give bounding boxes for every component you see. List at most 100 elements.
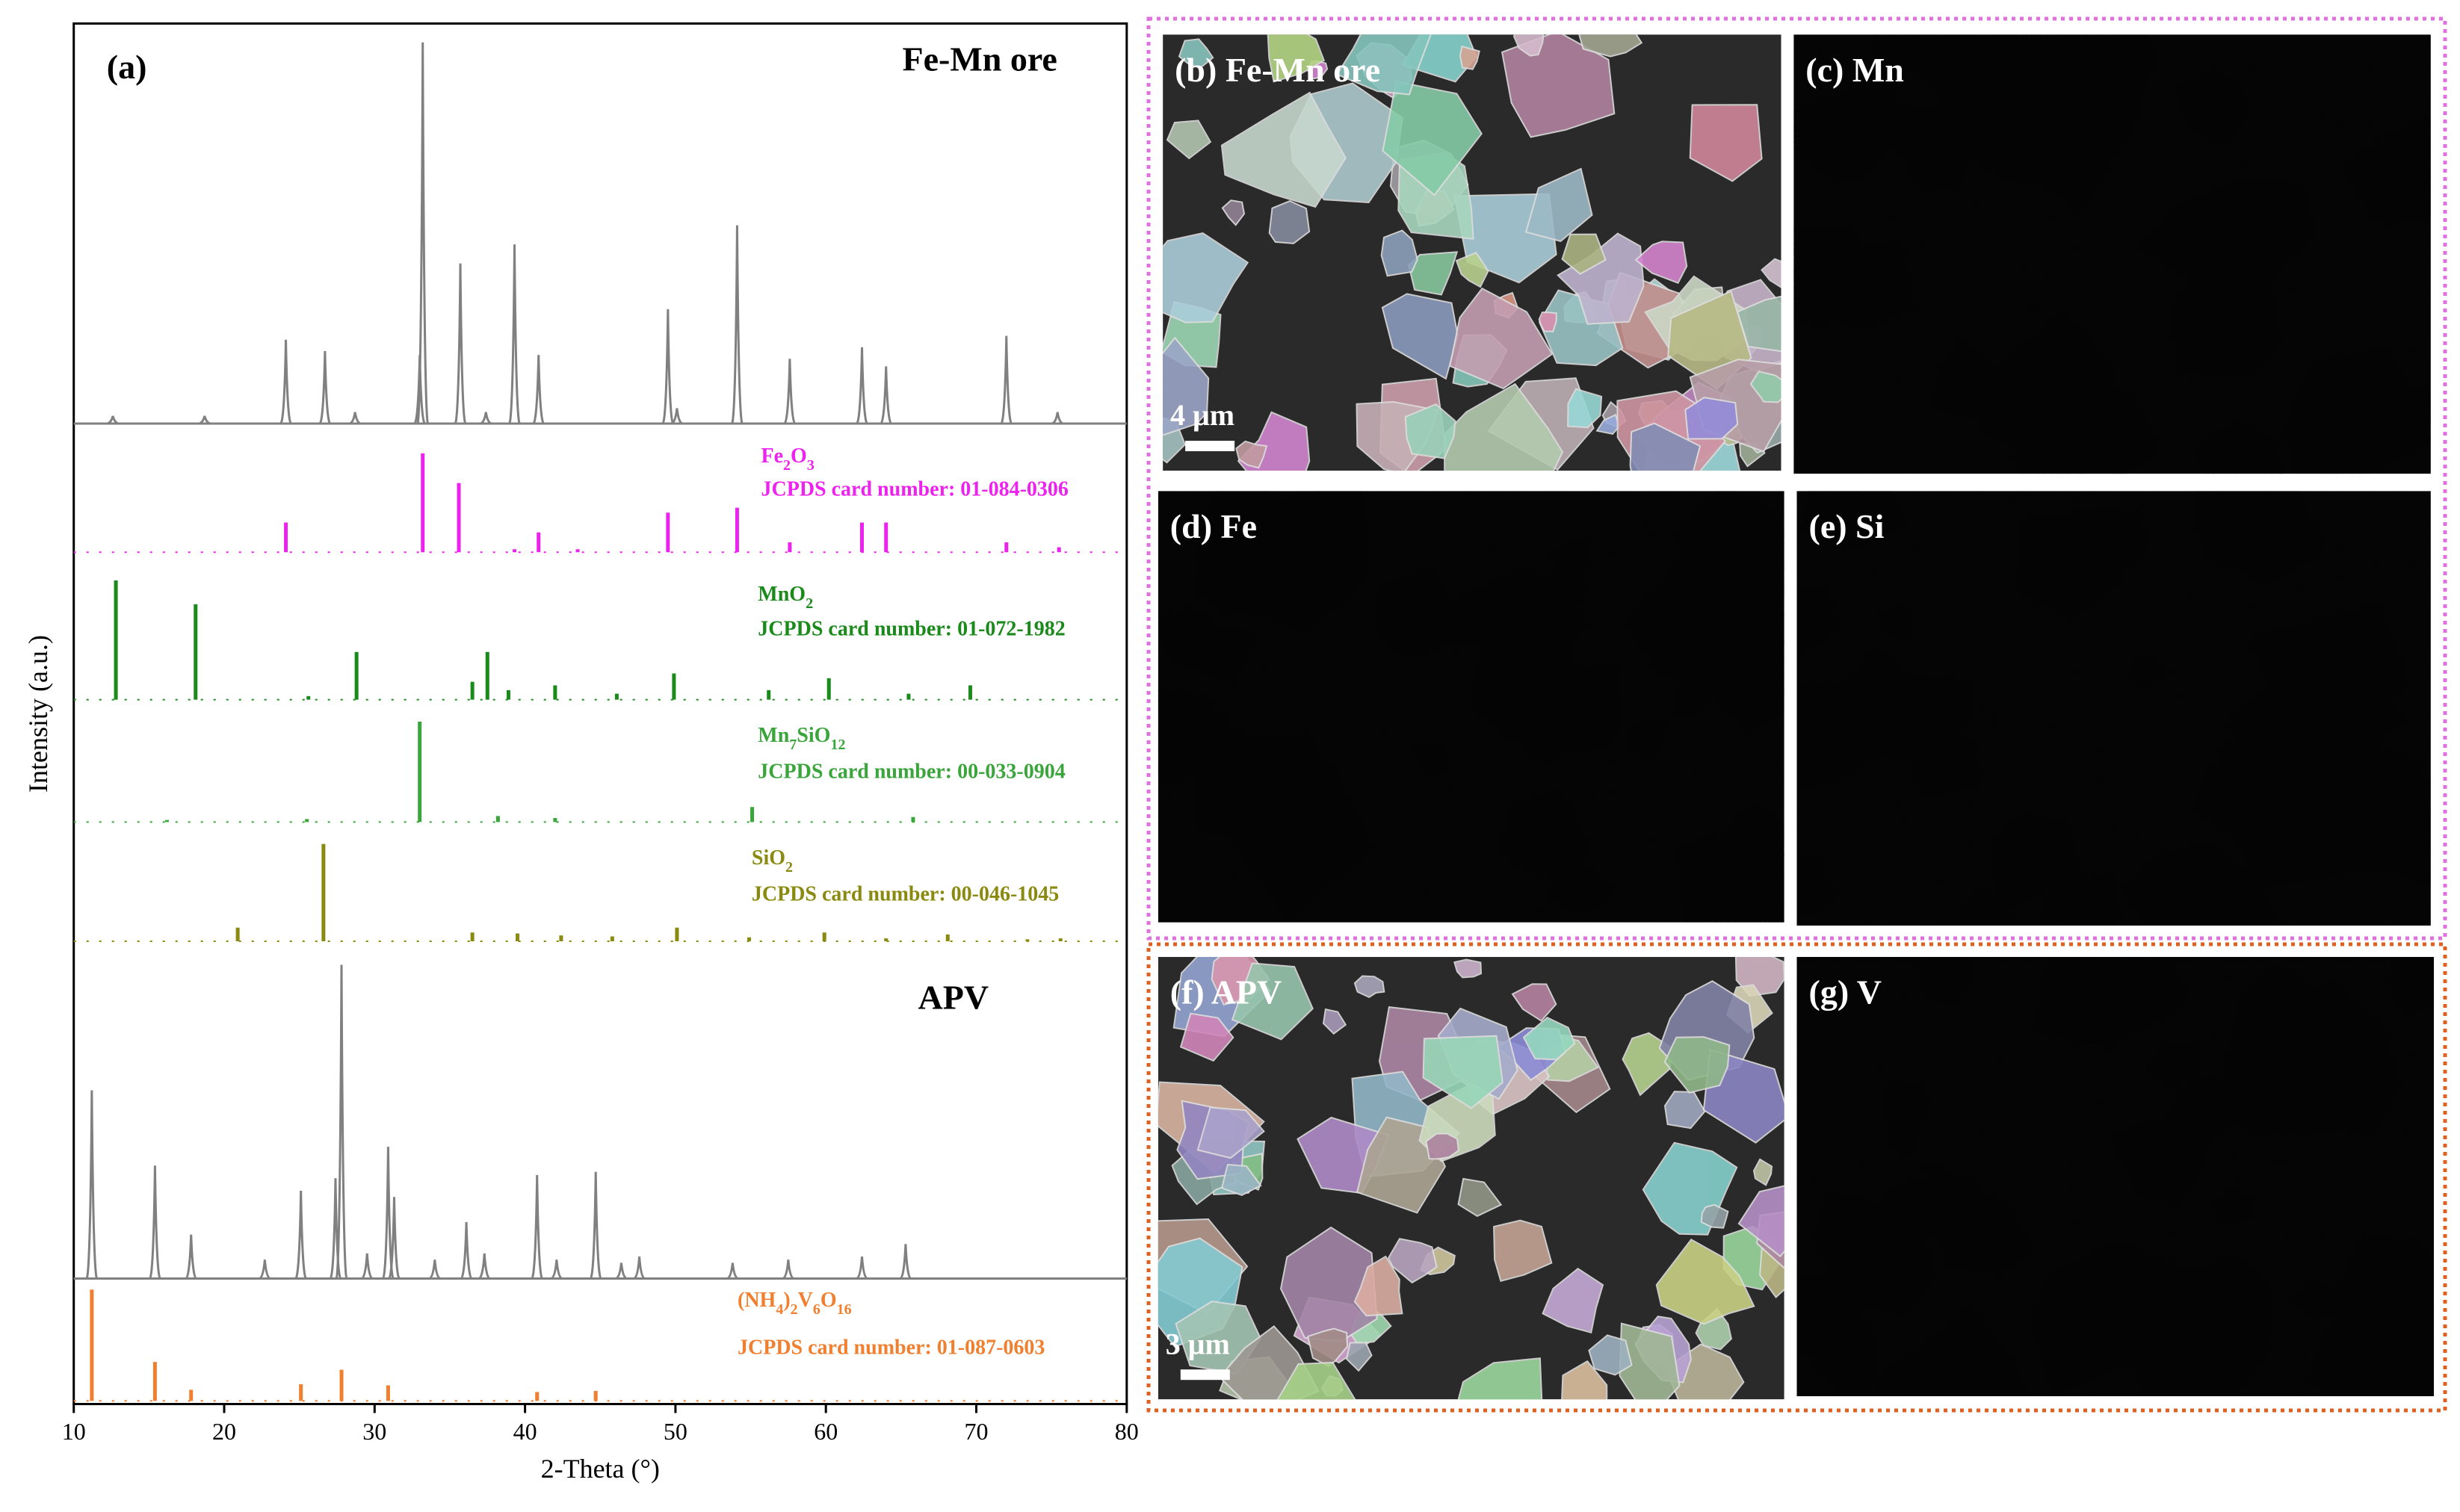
peak	[661, 309, 675, 425]
card-number: JCPDS card number: 01-072-1982	[758, 618, 1065, 641]
peak	[349, 412, 361, 425]
peak	[388, 1197, 401, 1280]
image-panel	[1796, 491, 2431, 926]
peak	[454, 263, 467, 425]
scale-bar	[1185, 441, 1235, 451]
peak	[259, 1260, 271, 1280]
x-tick-label: 30	[362, 1418, 386, 1445]
particle	[1524, 167, 1593, 242]
peak	[318, 351, 332, 425]
peak	[633, 1256, 646, 1280]
particle	[1459, 45, 1480, 70]
peak	[85, 1090, 99, 1280]
particle	[1748, 509, 1782, 547]
image-panel	[1163, 34, 1781, 471]
particle	[1931, 339, 1999, 420]
particle	[1276, 1361, 1356, 1400]
particle	[1220, 1163, 1262, 1196]
particle	[1158, 612, 1218, 671]
particle	[1549, 665, 1622, 752]
particle	[1178, 38, 1214, 69]
particle	[1881, 1081, 1930, 1130]
particle	[1335, 34, 1432, 96]
particle	[1542, 1267, 1604, 1333]
peak	[361, 1253, 374, 1280]
particle	[1457, 1177, 1503, 1218]
particle	[1796, 586, 1841, 660]
particle	[1378, 569, 1468, 660]
particle	[1345, 1342, 1373, 1372]
particle	[1878, 605, 1915, 641]
image-content	[1163, 34, 1781, 471]
particle	[1902, 106, 1968, 192]
x-tick-label: 50	[664, 1418, 687, 1445]
particle	[1889, 1123, 1919, 1158]
particle	[2166, 1073, 2249, 1141]
particle	[1538, 311, 1557, 332]
peak	[185, 1234, 197, 1280]
particle	[1625, 719, 1666, 755]
peak	[880, 366, 892, 425]
phase-name: (NH4)2V6O16	[738, 1289, 852, 1317]
peak	[856, 347, 868, 425]
particle	[1737, 1185, 1784, 1258]
particle	[1381, 293, 1459, 380]
particle	[1552, 863, 1614, 917]
x-tick-label: 80	[1115, 1418, 1139, 1445]
peak	[856, 1256, 868, 1280]
scale-bar-label: 4 μm	[1170, 398, 1234, 432]
image-panel	[1158, 491, 1784, 923]
peak	[730, 225, 744, 425]
card-number: JCPDS card number: 01-084-0306	[761, 478, 1069, 501]
particle	[1761, 258, 1781, 288]
particle	[1684, 397, 1739, 440]
particle	[1909, 1163, 1985, 1239]
pattern	[73, 964, 1127, 1280]
particle	[2030, 1271, 2131, 1395]
particle	[1457, 1357, 1543, 1400]
particle	[2196, 420, 2284, 474]
pattern-name: APV	[918, 978, 989, 1016]
particle	[1353, 1255, 1403, 1317]
particle	[1918, 957, 1974, 1003]
particle	[1196, 491, 1319, 619]
particle	[1179, 1012, 1234, 1062]
particle	[1499, 789, 1591, 874]
particle	[1561, 1360, 1608, 1400]
x-tick-label: 70	[965, 1418, 989, 1445]
pattern	[73, 1289, 1127, 1402]
particle	[1900, 34, 2056, 128]
particle	[1561, 233, 1607, 275]
image-label: (b) Fe-Mn ore	[1175, 51, 1380, 89]
particle	[1993, 34, 2152, 214]
plot-frame	[72, 22, 1128, 1405]
peak	[726, 1262, 739, 1280]
peak	[335, 964, 348, 1280]
frame-top	[1146, 16, 2447, 941]
particle	[1493, 1219, 1553, 1283]
peak	[199, 415, 211, 425]
particle	[1449, 287, 1554, 390]
particle	[1557, 232, 1645, 325]
pattern	[73, 843, 1127, 942]
particle	[1455, 252, 1489, 288]
peak	[899, 1244, 912, 1280]
particle	[1322, 1008, 1347, 1035]
particle	[1522, 1017, 1576, 1061]
particle	[1655, 1239, 1755, 1325]
peak	[480, 412, 492, 425]
particle	[1595, 413, 1620, 435]
particle	[2136, 177, 2314, 301]
particle	[1353, 975, 1385, 999]
particle	[1736, 295, 1781, 353]
peak	[615, 1262, 628, 1280]
image-panel	[1796, 957, 2435, 1396]
particle	[1404, 403, 1456, 459]
particle	[1380, 229, 1418, 277]
particle	[2035, 872, 2118, 926]
particle	[1512, 34, 1545, 57]
particle	[1749, 371, 1781, 403]
particle	[2294, 415, 2331, 455]
peak	[294, 1190, 307, 1280]
image-content	[1796, 491, 2431, 926]
